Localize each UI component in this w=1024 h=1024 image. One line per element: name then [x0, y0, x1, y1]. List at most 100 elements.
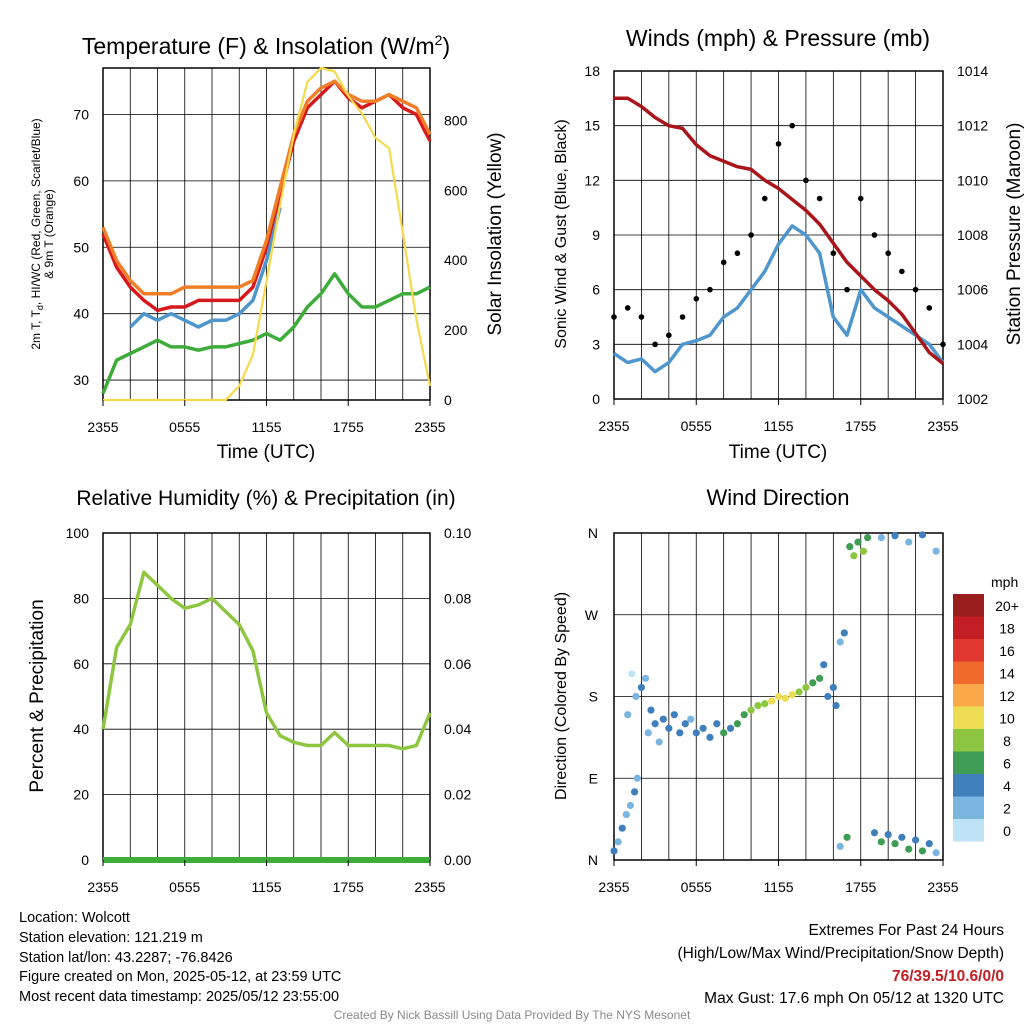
y-tick-label: 9 [592, 227, 600, 243]
direction-point [802, 683, 810, 692]
y-tick-label: 0 [81, 852, 89, 868]
y-right-tick-label: 600 [444, 182, 468, 198]
legend-swatch [953, 796, 984, 819]
direction-point [864, 533, 872, 542]
humidity-title: Relative Humidity (%) & Precipitation (i… [76, 487, 455, 510]
x-tick-label: 1755 [333, 879, 364, 895]
y-tick-label: N [588, 525, 598, 541]
legend-label: 16 [999, 643, 1015, 659]
y-tick-label: N [588, 852, 598, 868]
gust-point [638, 314, 645, 320]
x-tick-label: 2355 [927, 879, 958, 895]
series-relative-humidity [101, 570, 432, 751]
wind-direction-panel: Wind Direction 2355 0555 1155 1755 2355NESWN… [553, 485, 1019, 895]
direction-point [726, 724, 735, 732]
legend-label: 18 [999, 621, 1015, 637]
direction-point [659, 715, 667, 723]
direction-point [795, 688, 803, 696]
winds-ylabel-right: Station Pressure (Maroon) [1004, 123, 1024, 346]
direction-point [630, 788, 639, 796]
direction-point [632, 692, 640, 701]
legend-swatch [953, 751, 984, 774]
direction-point [754, 701, 762, 710]
direction-point [713, 720, 721, 728]
legend-swatch [953, 684, 984, 707]
y-right-tick-label: 0.10 [444, 525, 471, 541]
direction-point [740, 711, 748, 719]
direction-point [624, 711, 632, 719]
gust-point [624, 305, 631, 311]
direction-point [816, 674, 824, 682]
direction-point [720, 729, 728, 737]
direction-point [781, 694, 789, 702]
y-tick-label: 50 [73, 239, 89, 255]
direction-point [891, 532, 899, 540]
latlon-text: Station lat/lon: 43.2287; -76.8426 [19, 950, 233, 966]
x-tick-label: 0555 [681, 418, 712, 434]
legend-label: 0 [1003, 823, 1011, 839]
series-hi-wc [129, 206, 282, 329]
gust-point [940, 341, 946, 348]
direction-point [846, 543, 854, 551]
gust-point [679, 314, 686, 320]
legend-label: 8 [1003, 733, 1011, 749]
legend-swatch [953, 639, 984, 662]
extremes-subtitle: (High/Low/Max Wind/Precipitation/Snow De… [678, 945, 1005, 962]
y-tick-label: 18 [584, 63, 600, 79]
y-right-tick-label: 1004 [957, 336, 988, 352]
x-tick-label: 2355 [598, 879, 629, 895]
direction-point [891, 840, 899, 848]
direction-point [637, 683, 646, 692]
direction-point [850, 552, 858, 560]
extremes-values: 76/39.5/10.6/0/0 [892, 968, 1004, 985]
direction-point [854, 538, 862, 546]
direction-point [877, 533, 885, 542]
y-right-tick-label: 0 [444, 392, 452, 408]
direction-point [618, 824, 626, 832]
direction-point [655, 738, 663, 746]
wind-direction-ylabel: Direction (Colored By Speed) [553, 592, 570, 800]
y-right-tick-label: 1006 [957, 282, 988, 298]
y-tick-label: 12 [584, 172, 600, 188]
direction-point [676, 729, 684, 737]
y-tick-label: S [589, 689, 598, 705]
y-tick-label: E [589, 770, 598, 786]
legend-swatch [953, 594, 984, 617]
direction-point [626, 801, 635, 810]
direction-point [829, 683, 837, 692]
series-station-pressure [614, 96, 945, 365]
gust-point [803, 177, 809, 184]
direction-point [614, 838, 622, 846]
temperature-ylabel-right: Solar Insolation (Yellow) [485, 132, 506, 335]
gust-point [789, 122, 796, 129]
y-right-tick-label: 0.00 [444, 852, 471, 868]
direction-point [932, 849, 940, 857]
gust-point [844, 286, 850, 293]
gust-point [748, 232, 754, 238]
direction-point [628, 670, 636, 678]
direction-point [641, 674, 650, 682]
direction-point [836, 842, 844, 850]
legend-label: 12 [999, 688, 1015, 704]
y-tick-label: 30 [73, 372, 89, 388]
y-right-tick-label: 0.04 [444, 721, 471, 737]
legend-label: 20+ [995, 598, 1019, 614]
direction-point [647, 706, 655, 714]
y-right-tick-label: 1002 [957, 391, 988, 407]
recent-data-text: Most recent data timestamp: 2025/05/12 2… [19, 989, 339, 1005]
x-tick-label: 0555 [169, 419, 200, 435]
winds-ylabel: Sonic Wind & Gust (Blue, Black) [553, 119, 570, 348]
x-tick-label: 2355 [927, 418, 958, 434]
x-tick-label: 1155 [251, 419, 281, 435]
legend-swatch [953, 616, 984, 639]
direction-point [843, 833, 851, 841]
legend-label: 2 [1003, 801, 1011, 817]
humidity-ylabel: Percent & Precipitation [27, 599, 48, 792]
wind-direction-title: Wind Direction [706, 485, 849, 510]
legend-label: 6 [1003, 756, 1011, 772]
legend-swatch [953, 729, 984, 752]
legend-title: mph [991, 574, 1018, 590]
y-tick-label: 0 [592, 391, 600, 407]
direction-point [761, 700, 769, 708]
